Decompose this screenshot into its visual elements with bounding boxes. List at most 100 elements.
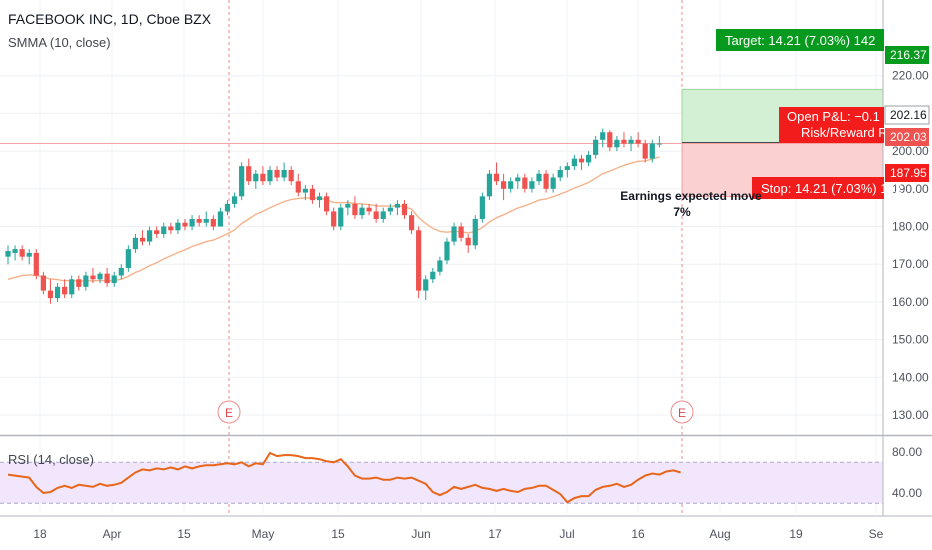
current-price-tag-bg	[885, 128, 929, 146]
x-tick-label: Jul	[559, 527, 574, 541]
candle-body	[239, 166, 245, 197]
candle-body	[196, 218, 202, 223]
rsi-legend[interactable]: RSI (14, close)	[8, 452, 94, 467]
y-tick-label: 130.00	[892, 408, 929, 422]
x-tick-label: 15	[177, 527, 191, 541]
rsi-tick-label: 40.00	[892, 486, 922, 500]
candle-body	[147, 230, 153, 242]
candle	[26, 249, 32, 265]
candle-body	[295, 181, 301, 193]
candle	[175, 218, 181, 235]
candle	[501, 173, 507, 201]
candle	[430, 267, 436, 284]
candle	[458, 222, 464, 242]
candle-body	[621, 139, 627, 144]
candle-body	[593, 139, 599, 155]
candle-body	[182, 222, 188, 227]
earnings-marker[interactable]	[217, 400, 241, 424]
candle-body	[111, 275, 117, 284]
candle	[210, 215, 216, 231]
candle	[182, 218, 188, 231]
y-tick-label: 140.00	[892, 370, 929, 384]
candle	[246, 158, 252, 186]
entry-price-tag-text: 202.16	[890, 108, 927, 122]
candle-body	[309, 188, 316, 201]
candle	[118, 264, 124, 280]
candle	[359, 203, 365, 219]
earnings-marker[interactable]	[670, 400, 694, 424]
candle-body	[522, 177, 528, 189]
candle-body	[47, 290, 54, 299]
candle-body	[366, 207, 372, 212]
candle	[90, 267, 96, 284]
candle	[338, 203, 344, 231]
rsi-panel[interactable]	[0, 461, 883, 504]
candle	[394, 200, 400, 216]
candle	[147, 226, 153, 246]
stop-label[interactable]: Stop: 14.21 (7.03%) 142	[752, 177, 902, 199]
candle-body	[154, 230, 160, 235]
candle-body	[508, 181, 514, 189]
candle-body	[281, 169, 287, 178]
candle-body	[543, 173, 549, 189]
candle	[54, 283, 61, 302]
candle	[557, 166, 563, 182]
candle	[373, 203, 379, 223]
candle	[111, 271, 117, 287]
candle	[380, 207, 386, 223]
candle-body	[316, 196, 323, 201]
candle-body	[359, 207, 365, 216]
entry-price-tag: 202.16	[884, 105, 930, 125]
candle	[288, 166, 294, 186]
candle	[649, 139, 655, 163]
candle-body	[515, 177, 521, 182]
candle-body	[168, 226, 174, 231]
candle	[295, 173, 301, 197]
y-tick-label: 220.00	[892, 69, 929, 83]
candle-body	[423, 279, 429, 291]
risk-reward-text: Risk/Reward R	[801, 125, 888, 140]
target-label[interactable]: Target: 14.21 (7.03%) 142	[716, 29, 884, 51]
candle	[366, 203, 372, 216]
candle-body	[324, 196, 330, 212]
candle-body	[628, 139, 634, 144]
candle-body	[40, 275, 46, 291]
target-price-tag-bg	[885, 46, 929, 64]
y-tick-label: 170.00	[892, 257, 929, 271]
candle-body	[175, 222, 181, 231]
candle	[656, 136, 662, 148]
candle-body	[26, 252, 32, 257]
candle-body	[649, 143, 655, 159]
candle-body	[571, 158, 577, 167]
smma-legend[interactable]: SMMA (10, close)	[8, 35, 111, 50]
candle-body	[373, 211, 379, 219]
stop-label-text: Stop: 14.21 (7.03%) 142	[761, 181, 902, 196]
y-tick-label: 150.00	[892, 333, 929, 347]
candle	[76, 275, 82, 291]
candle-body	[437, 260, 443, 272]
candle-body	[408, 215, 415, 231]
candle	[331, 207, 337, 231]
candle	[529, 177, 535, 193]
candle	[508, 177, 514, 193]
candle-body	[614, 139, 620, 148]
candle-body	[302, 188, 308, 193]
candle	[607, 130, 613, 152]
candle	[83, 271, 89, 291]
candle	[486, 169, 493, 201]
target-price-tag-text: 216.37	[890, 48, 927, 62]
candle-body	[224, 203, 231, 212]
candle-body	[260, 173, 266, 182]
candle	[40, 271, 46, 295]
candle	[543, 169, 549, 193]
candle	[189, 215, 195, 231]
current-price-tag: 202.03	[885, 128, 929, 146]
candle-body	[493, 173, 500, 182]
candle-body	[203, 218, 209, 223]
candle	[416, 226, 422, 299]
open-pl-label[interactable]: Open P&L: −0.1 Risk/Reward R	[779, 107, 888, 143]
x-tick-label: 16	[631, 527, 645, 541]
